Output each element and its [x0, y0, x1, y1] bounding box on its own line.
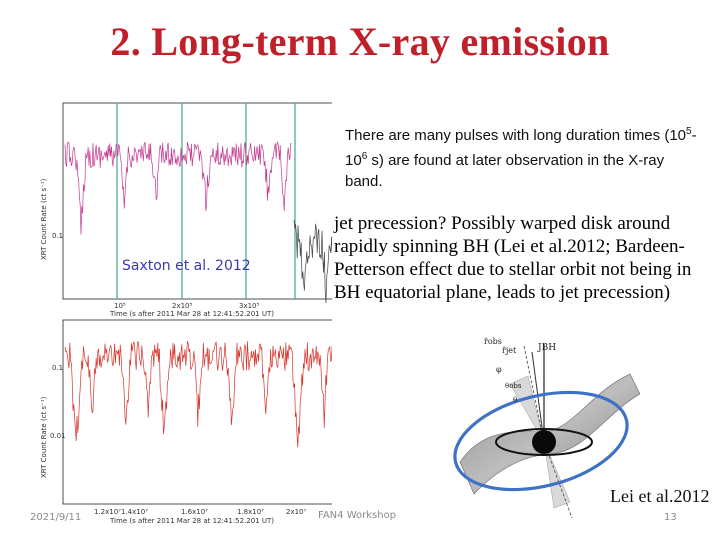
top-plot-frame — [62, 102, 332, 300]
bottom-plot-xlabel: Time (s after 2011 Mar 28 at 12:41:52.20… — [109, 517, 274, 525]
bottom-plot-xtick: 1.4x10⁷ — [121, 508, 148, 516]
bottom-lightcurve-line — [64, 340, 332, 448]
saxton-credit: Saxton et al. 2012 — [122, 258, 251, 274]
jet-axis-line — [523, 345, 545, 443]
bottom-plot-xtick: 2x10⁷ — [286, 508, 307, 516]
top-plot-xlabel: Time (s after 2011 Mar 28 at 12:41:52.20… — [109, 310, 274, 318]
pulse-description: There are many pulses with long duration… — [345, 126, 697, 190]
top-plot-ylabel: XRT Count Rate (ct s⁻¹) — [40, 178, 48, 260]
slide-title: 2. Long-term X-ray emission — [110, 19, 610, 64]
theta-obs-label: θobs — [505, 382, 522, 390]
top-plot-ytick: 0.1 — [52, 232, 63, 240]
footer-date: 2021/9/11 — [30, 512, 82, 523]
bottom-plot-ytick: 0.01 — [50, 432, 66, 440]
bottom-plot-ylabel: XRT Count Rate (ct s⁻¹) — [40, 396, 48, 478]
black-hole — [532, 430, 556, 454]
top-plot-xtick: 10⁵ — [114, 302, 126, 310]
lei-credit: Lei et al.2012 — [610, 486, 710, 506]
footer-conference: FAN4 Workshop — [318, 510, 397, 521]
top-plot-xtick: 3x10⁵ — [239, 302, 260, 310]
phi-label: φ — [496, 365, 502, 374]
top-lightcurve-plot: XRT Count Rate (ct s⁻¹) 0.1 10⁵ 2x10⁵ 3x… — [40, 102, 332, 318]
page-number: 13 — [664, 512, 677, 523]
jet-axis-line-lower — [543, 441, 573, 518]
top-lightcurve-line — [64, 140, 292, 235]
bottom-plot-frame — [62, 319, 332, 505]
bottom-plot-xtick: 1.2x10⁷ — [94, 508, 121, 516]
bottom-plot-xtick: 1.6x10⁷ — [181, 508, 208, 516]
obs-label: r̂obs — [484, 337, 502, 346]
bottom-plot-ytick: 0.1 — [52, 364, 63, 372]
jbh-label: JBH — [537, 343, 556, 353]
jet-precession-diagram: r̂obs r̂jet JBH φ θobs θ — [453, 337, 640, 518]
top-lightcurve-tail — [293, 220, 332, 304]
jet-cone-upper — [509, 375, 545, 443]
theta-label: θ — [513, 396, 517, 404]
bottom-lightcurve-plot: XRT Count Rate (ct s⁻¹) 0.1 0.01 1.2x10⁷… — [40, 319, 332, 525]
bottom-plot-xtick: 1.8x10⁷ — [237, 508, 264, 516]
precession-explanation: jet precession? Possibly warped disk aro… — [334, 213, 692, 303]
stellar-orbit — [453, 390, 629, 492]
top-plot-xtick: 2x10⁵ — [172, 302, 193, 310]
bh-ring — [495, 428, 593, 456]
jet-label: r̂jet — [502, 346, 517, 355]
